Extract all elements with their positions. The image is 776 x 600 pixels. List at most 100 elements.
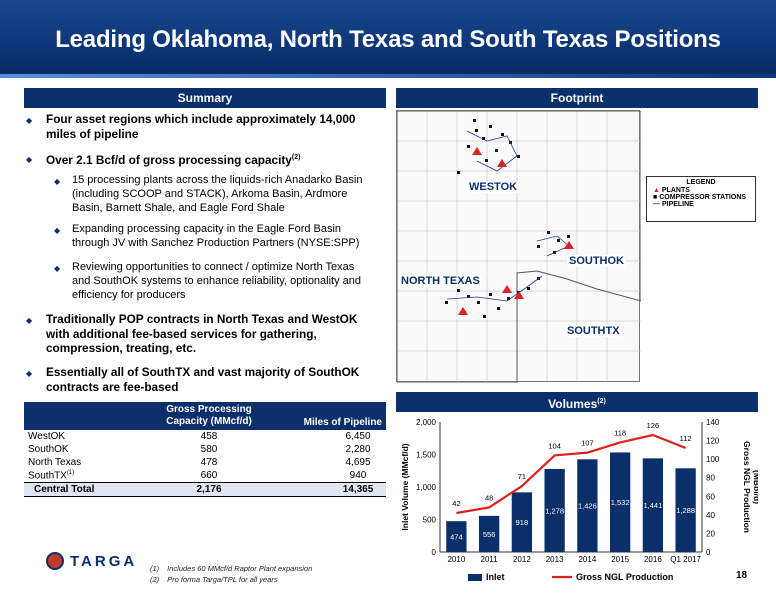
y2-tick-label: 60 — [706, 492, 715, 501]
table-header-empty — [24, 402, 144, 430]
title-band — [0, 0, 776, 78]
bullet-2: Over 2.1 Bcf/d of gross processing capac… — [46, 152, 301, 167]
line-data-label: 118 — [614, 428, 626, 437]
table-header-capacity: Gross Processing Capacity (MMcf/d) — [144, 402, 274, 430]
plant-markers — [458, 147, 574, 315]
diamond-bullet-icon: ◆ — [26, 369, 33, 378]
bar-inlet — [511, 492, 533, 552]
legend-pipeline: — PIPELINE — [653, 201, 694, 208]
bullet-3: Traditionally POP contracts in North Tex… — [46, 312, 358, 355]
y-tick-label: 500 — [423, 516, 437, 525]
table-cell-capacity: 478 — [200, 457, 218, 468]
table-cell-miles: 14,365 — [274, 482, 386, 498]
legend-compressors: ■ COMPRESSOR STATIONS — [653, 194, 747, 201]
table-cell-name: WestOK — [28, 431, 66, 442]
diamond-bullet-icon: ◆ — [26, 155, 33, 164]
diamond-bullet-icon: ◆ — [26, 116, 33, 125]
y2-tick-label: 0 — [706, 548, 711, 557]
legend-inlet-label: Inlet — [486, 572, 505, 582]
x-tick-label: 2016 — [644, 555, 662, 564]
line-data-label: 71 — [518, 472, 526, 481]
table-header-miles: Miles of Pipeline — [274, 402, 386, 430]
sub-bullet-1: 15 processing plants across the liquids-… — [72, 174, 363, 214]
y-axis-title: Inlet Volume (MMcf/d) — [400, 443, 410, 530]
table-cell-name: North Texas — [28, 457, 82, 468]
table-row: North Texas 478 4,695 — [24, 456, 386, 469]
table-cell-miles: 6,450 — [345, 431, 371, 442]
bar-inlet — [544, 468, 565, 552]
bar-inlet — [577, 459, 598, 552]
y2-tick-label: 40 — [706, 511, 715, 520]
y2-axis-title-unit: (MBbl/d) — [752, 470, 758, 504]
table-cell-capacity: 660 — [200, 470, 218, 482]
line-data-label: 42 — [452, 499, 460, 508]
y2-tick-label: 80 — [706, 474, 715, 483]
table-row: SouthTX(1) 660 940 — [24, 469, 386, 483]
triangle-icon: ▲ — [653, 187, 660, 194]
x-tick-label: 2014 — [578, 555, 596, 564]
volumes-header: Volumes(2) — [396, 392, 758, 412]
targa-logo-icon — [46, 552, 64, 570]
line-data-label: 126 — [647, 421, 660, 430]
diamond-bullet-icon: ◆ — [26, 316, 33, 325]
y2-tick-label: 20 — [706, 529, 715, 538]
bullet-4: Essentially all of SouthTX and vast majo… — [46, 365, 360, 394]
table-cell-miles: 4,695 — [345, 457, 371, 468]
x-tick-label: 2013 — [546, 555, 564, 564]
summary-header: Summary — [24, 88, 386, 108]
table-cell-capacity: 458 — [200, 431, 218, 442]
bar-data-label: 1,426 — [578, 502, 597, 511]
table-cell-name: SouthOK — [28, 444, 69, 455]
line-data-label: 48 — [485, 493, 493, 502]
y-tick-label: 2,000 — [416, 418, 437, 427]
table-cell-capacity: 2,176 — [144, 482, 274, 498]
bar-data-label: 1,278 — [545, 506, 564, 515]
logo-text: TARGA — [70, 553, 138, 570]
table-cell-name: SouthTX(1) — [28, 470, 75, 482]
map-region-westok: WESTOK — [467, 181, 520, 193]
bar-data-label: 1,288 — [676, 506, 695, 515]
bar-data-label: 1,532 — [611, 498, 630, 507]
table-cell-miles: 2,280 — [345, 444, 371, 455]
y2-tick-label: 100 — [706, 455, 720, 464]
page-title: Leading Oklahoma, North Texas and South … — [55, 26, 721, 53]
y-tick-label: 0 — [432, 548, 437, 557]
table-total-row: Central Total 2,176 14,365 — [24, 482, 386, 498]
y2-axis-title: Gross NGL Production — [742, 441, 752, 533]
map-region-north-texas: NORTH TEXAS — [399, 275, 482, 287]
line-gross-ngl — [456, 433, 687, 515]
sub-bullet-3: Reviewing opportunities to connect / opt… — [72, 261, 362, 301]
footprint-map: WESTOK SOUTHOK NORTH TEXAS SOUTHTX — [396, 110, 642, 384]
legend-inlet-swatch — [468, 574, 482, 581]
y-tick-label: 1,000 — [416, 483, 437, 492]
bar-inlet — [478, 515, 500, 552]
square-icon: ■ — [653, 194, 658, 201]
table-cell-name: Central Total — [24, 482, 144, 498]
x-tick-label: 2012 — [513, 555, 531, 564]
bullet-1: Four asset regions which include approxi… — [46, 112, 356, 141]
bar-inlet — [446, 521, 467, 552]
bar-inlet — [609, 452, 631, 552]
bar-inlet — [675, 468, 696, 552]
bar-inlet — [642, 458, 664, 552]
line-data-label: 104 — [548, 441, 561, 450]
line-data-label: 107 — [581, 439, 594, 448]
legend-ngl-label: Gross NGL Production — [576, 572, 673, 582]
table-cell-capacity: 580 — [200, 444, 218, 455]
legend-plants: ▲ PLANTS — [653, 187, 690, 194]
volumes-chart: 0 500 1,000 1,500 2,000 0 20 40 60 80 100 120 140 474… — [400, 418, 758, 582]
table-row: SouthOK 580 2,280 — [24, 443, 386, 456]
legend-title: LEGEND — [686, 179, 716, 186]
x-tick-label: 2011 — [481, 555, 499, 564]
pipeline-lines — [446, 130, 570, 302]
line-icon: — — [653, 201, 660, 208]
map-region-southok: SOUTHOK — [567, 255, 626, 267]
footnote-1: (1) Includes 60 MMcf/d Raptor Plant expan… — [150, 564, 313, 573]
x-tick-label: Q1 2017 — [670, 555, 701, 564]
x-tick-label: 2015 — [611, 555, 629, 564]
bar-data-label: 1,441 — [643, 501, 662, 510]
y2-tick-label: 140 — [706, 418, 720, 427]
page-number: 18 — [736, 570, 748, 581]
line-data-label: 112 — [680, 434, 692, 443]
bar-data-label: 556 — [483, 530, 496, 539]
